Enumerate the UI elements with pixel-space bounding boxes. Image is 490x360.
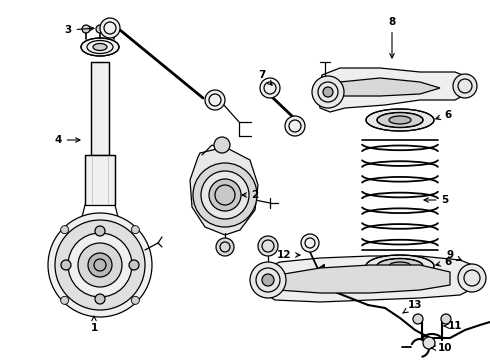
Circle shape bbox=[413, 314, 423, 324]
Circle shape bbox=[250, 262, 286, 298]
Circle shape bbox=[107, 226, 123, 242]
Circle shape bbox=[61, 226, 69, 234]
Circle shape bbox=[100, 18, 120, 38]
Circle shape bbox=[209, 179, 241, 211]
Circle shape bbox=[441, 314, 451, 324]
Circle shape bbox=[131, 296, 139, 304]
Text: 10: 10 bbox=[431, 343, 452, 353]
Circle shape bbox=[96, 25, 104, 33]
Text: 4: 4 bbox=[54, 135, 80, 145]
Polygon shape bbox=[190, 147, 258, 235]
Ellipse shape bbox=[93, 44, 107, 50]
Circle shape bbox=[68, 233, 132, 297]
Circle shape bbox=[262, 274, 274, 286]
Text: 3: 3 bbox=[64, 25, 94, 35]
Text: 11: 11 bbox=[444, 321, 462, 331]
Ellipse shape bbox=[389, 262, 411, 270]
Circle shape bbox=[193, 163, 257, 227]
Text: 6: 6 bbox=[436, 110, 452, 120]
Circle shape bbox=[260, 78, 280, 98]
Circle shape bbox=[201, 171, 249, 219]
Circle shape bbox=[258, 236, 278, 256]
Text: 7: 7 bbox=[258, 70, 272, 85]
Circle shape bbox=[95, 294, 105, 304]
Polygon shape bbox=[258, 256, 480, 302]
Polygon shape bbox=[318, 68, 470, 112]
Text: 1: 1 bbox=[90, 316, 98, 333]
Polygon shape bbox=[85, 155, 115, 205]
Ellipse shape bbox=[377, 258, 423, 274]
Polygon shape bbox=[265, 265, 450, 293]
Ellipse shape bbox=[366, 109, 434, 131]
Circle shape bbox=[453, 74, 477, 98]
Circle shape bbox=[61, 260, 71, 270]
Circle shape bbox=[131, 226, 139, 234]
Circle shape bbox=[214, 137, 230, 153]
Text: 9: 9 bbox=[446, 250, 462, 260]
Circle shape bbox=[110, 25, 118, 33]
Ellipse shape bbox=[81, 38, 119, 56]
Circle shape bbox=[129, 260, 139, 270]
Polygon shape bbox=[330, 78, 440, 96]
Circle shape bbox=[423, 337, 435, 349]
Circle shape bbox=[55, 220, 145, 310]
Text: 2: 2 bbox=[242, 190, 259, 200]
Circle shape bbox=[458, 264, 486, 292]
Ellipse shape bbox=[377, 113, 423, 127]
Circle shape bbox=[77, 226, 93, 242]
Circle shape bbox=[95, 226, 105, 236]
Circle shape bbox=[301, 234, 319, 252]
Circle shape bbox=[216, 238, 234, 256]
Text: 5: 5 bbox=[424, 195, 449, 205]
Text: 12: 12 bbox=[277, 250, 300, 260]
Circle shape bbox=[323, 87, 333, 97]
Circle shape bbox=[285, 116, 305, 136]
Circle shape bbox=[312, 76, 344, 108]
Circle shape bbox=[78, 243, 122, 287]
Circle shape bbox=[82, 25, 90, 33]
Circle shape bbox=[61, 296, 69, 304]
Text: 6: 6 bbox=[436, 257, 452, 267]
Text: 13: 13 bbox=[403, 300, 422, 313]
Ellipse shape bbox=[366, 255, 434, 277]
Circle shape bbox=[205, 90, 225, 110]
Ellipse shape bbox=[389, 116, 411, 124]
Polygon shape bbox=[91, 62, 109, 155]
Circle shape bbox=[88, 253, 112, 277]
Circle shape bbox=[48, 213, 152, 317]
Text: 8: 8 bbox=[389, 17, 395, 58]
